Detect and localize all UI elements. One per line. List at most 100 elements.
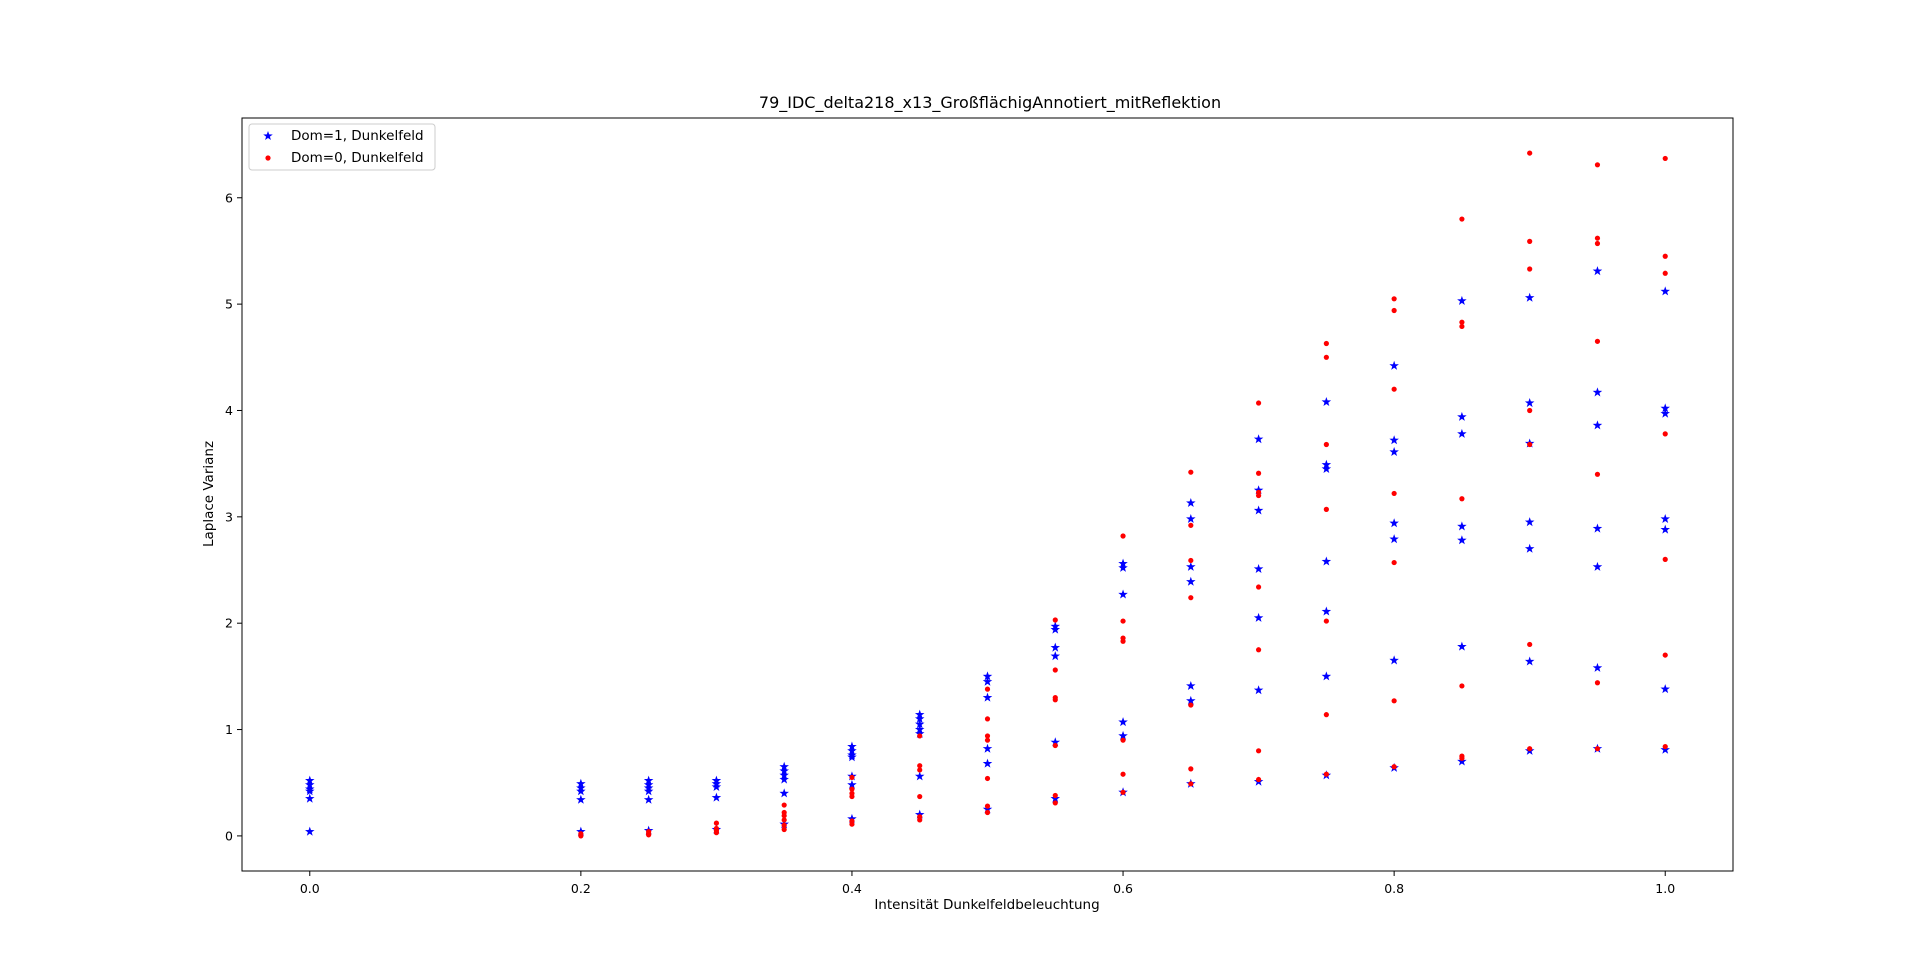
circle-point bbox=[1323, 354, 1329, 360]
circle-point bbox=[1120, 638, 1126, 644]
circle-point bbox=[1323, 441, 1329, 448]
circle-point bbox=[917, 767, 923, 773]
circle-point bbox=[1662, 743, 1668, 750]
x-tick-label: 0.8 bbox=[1384, 881, 1404, 896]
circle-point bbox=[1188, 781, 1194, 787]
circle-point bbox=[1459, 216, 1465, 222]
star-point bbox=[847, 779, 857, 789]
circle-point bbox=[1594, 471, 1601, 477]
star-point bbox=[982, 671, 993, 681]
circle-point bbox=[1527, 441, 1533, 448]
star-point bbox=[711, 781, 722, 792]
circle-point bbox=[1527, 407, 1533, 414]
circle-point bbox=[1255, 492, 1262, 499]
star-point bbox=[643, 786, 654, 796]
circle-point bbox=[1323, 712, 1329, 718]
circle-point bbox=[1255, 400, 1262, 406]
circle-point bbox=[917, 817, 923, 823]
circle-point bbox=[1120, 737, 1126, 743]
star-point bbox=[1457, 521, 1467, 531]
star-point bbox=[1592, 420, 1603, 430]
circle-point bbox=[1255, 776, 1262, 783]
star-point bbox=[1050, 624, 1061, 634]
circle-point bbox=[1662, 253, 1668, 259]
circle-point bbox=[849, 821, 855, 827]
legend-label-dom1: Dom=1, Dunkelfeld bbox=[291, 128, 424, 144]
circle-point bbox=[984, 733, 991, 739]
star-point bbox=[914, 719, 925, 729]
legend-marker-dom0 bbox=[265, 155, 271, 161]
circle-point bbox=[781, 802, 787, 808]
star-point bbox=[1186, 576, 1196, 586]
circle-point bbox=[1594, 746, 1601, 752]
circle-point bbox=[1459, 319, 1465, 325]
star-point bbox=[305, 793, 315, 803]
star-point bbox=[305, 826, 315, 836]
star-point bbox=[1389, 655, 1399, 665]
star-point bbox=[1118, 562, 1128, 572]
star-point bbox=[643, 794, 654, 804]
legend-circle-marker bbox=[265, 155, 271, 161]
star-point bbox=[847, 813, 857, 823]
star-point bbox=[1253, 485, 1264, 495]
circle-point bbox=[1120, 618, 1126, 624]
circle-point bbox=[1052, 742, 1058, 749]
circle-point bbox=[1662, 431, 1668, 437]
star-point bbox=[1592, 266, 1603, 276]
circle-point bbox=[578, 833, 584, 839]
star-point bbox=[1186, 513, 1196, 524]
star-point bbox=[1321, 606, 1332, 616]
circle-point bbox=[713, 820, 720, 826]
star-point bbox=[1524, 517, 1535, 527]
circle-point bbox=[1391, 386, 1397, 392]
circle-point bbox=[984, 716, 991, 722]
star-point bbox=[1186, 498, 1196, 508]
star-point bbox=[1118, 717, 1128, 727]
star-point bbox=[982, 743, 993, 753]
circle-point bbox=[1594, 235, 1601, 241]
circle-point bbox=[781, 822, 787, 828]
star-point bbox=[1592, 662, 1603, 672]
star-point bbox=[1186, 695, 1196, 705]
star-point bbox=[1660, 744, 1670, 754]
star-point bbox=[914, 713, 925, 723]
y-tick-label: 0 bbox=[225, 828, 233, 843]
star-point bbox=[1050, 651, 1061, 661]
star-point bbox=[1253, 685, 1264, 695]
circle-point bbox=[1459, 323, 1465, 330]
star-point bbox=[1592, 387, 1603, 397]
star-point bbox=[1389, 446, 1399, 456]
x-tick-label: 1.0 bbox=[1655, 881, 1675, 896]
x-tick-label: 0.4 bbox=[842, 881, 862, 896]
circle-point bbox=[984, 737, 991, 743]
star-point bbox=[1457, 428, 1467, 438]
star-point bbox=[1457, 756, 1467, 766]
legend-star-marker bbox=[263, 131, 273, 141]
circle-point bbox=[1255, 647, 1262, 653]
circle-point bbox=[1527, 641, 1533, 648]
star-point bbox=[1524, 398, 1535, 408]
circle-point bbox=[781, 817, 787, 823]
circle-point bbox=[984, 775, 991, 782]
legend-marker-dom1 bbox=[263, 131, 273, 141]
star-point bbox=[914, 771, 925, 781]
y-tick-label: 5 bbox=[225, 297, 233, 312]
star-point bbox=[1253, 612, 1264, 622]
star-point bbox=[1660, 408, 1670, 418]
circle-point bbox=[1662, 155, 1668, 162]
star-point bbox=[1389, 518, 1399, 528]
circle-point bbox=[849, 793, 855, 800]
star-point bbox=[1660, 513, 1670, 524]
circle-point bbox=[1594, 162, 1601, 168]
legend-box bbox=[248, 123, 436, 171]
circle-point bbox=[1188, 557, 1194, 564]
y-tick-label: 3 bbox=[225, 509, 233, 524]
star-point bbox=[1660, 524, 1670, 534]
star-point bbox=[1050, 793, 1061, 803]
circle-point bbox=[1052, 792, 1058, 799]
y-tick-label: 6 bbox=[225, 190, 233, 205]
star-point bbox=[1592, 523, 1603, 533]
circle-point bbox=[1323, 340, 1329, 347]
circle-point bbox=[984, 803, 991, 809]
